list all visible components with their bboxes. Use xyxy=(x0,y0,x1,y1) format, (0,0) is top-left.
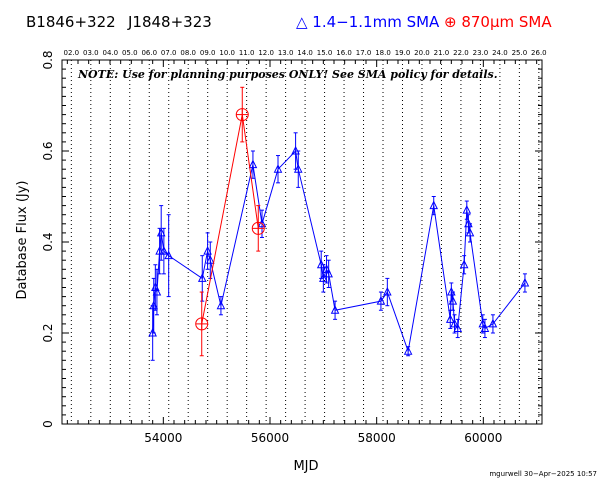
top-year-label: 16.0 xyxy=(336,49,352,57)
data-point xyxy=(453,323,463,332)
data-point xyxy=(216,300,226,310)
y-tick-label: 0 xyxy=(41,420,55,428)
data-point xyxy=(164,250,173,260)
footer-credit: mgurwell 30−Apr−2025 10:57 xyxy=(489,470,597,478)
series-line xyxy=(201,114,259,324)
top-year-label: 21.0 xyxy=(434,49,450,57)
data-point xyxy=(203,245,212,255)
data-point xyxy=(459,259,469,269)
year-grid xyxy=(70,60,540,424)
top-year-label: 25.0 xyxy=(512,49,528,57)
x-tick-label: 60000 xyxy=(464,431,502,445)
y-tick-label: 0.8 xyxy=(41,50,55,69)
data-point xyxy=(257,218,267,228)
data-point xyxy=(520,277,530,287)
data-point xyxy=(195,317,209,331)
data-point xyxy=(403,346,413,355)
top-year-label: 02.0 xyxy=(64,49,80,57)
data-point xyxy=(197,273,207,282)
top-year-label: 10.0 xyxy=(219,49,235,57)
top-year-label: 04.0 xyxy=(102,49,118,57)
series-line xyxy=(152,149,526,354)
data-point xyxy=(376,296,386,305)
x-tick-label: 56000 xyxy=(251,431,289,445)
data-point xyxy=(480,323,490,332)
data-point xyxy=(205,255,215,264)
data-point xyxy=(330,305,340,314)
top-year-label: 06.0 xyxy=(141,49,157,57)
data-point xyxy=(156,227,166,237)
axes: 02.0 03.0 04.0 05.0 06.0 07.0 08.0 09.0 10.0 11.0… xyxy=(41,49,547,445)
data-point xyxy=(319,273,328,282)
top-year-label: 09.0 xyxy=(200,49,216,57)
data-point xyxy=(152,286,162,296)
top-year-label: 22.0 xyxy=(453,49,469,57)
data-point xyxy=(488,318,498,328)
top-year-label: 19.0 xyxy=(395,49,411,57)
top-year-label: 15.0 xyxy=(317,49,333,57)
legend-red-series: ⊕ 870μm SMA xyxy=(444,13,552,31)
planning-note: NOTE: Use for planning purposes ONLY! Se… xyxy=(77,68,498,81)
data-point xyxy=(251,221,265,235)
top-year-label: 17.0 xyxy=(356,49,372,57)
data-point xyxy=(448,296,458,305)
top-year-label: 13.0 xyxy=(278,49,294,57)
y-tick-label: 0.2 xyxy=(41,323,55,342)
data-point xyxy=(383,286,392,296)
top-year-label: 26.0 xyxy=(531,49,547,57)
top-year-label: 23.0 xyxy=(473,49,489,57)
data-point xyxy=(429,200,439,210)
top-year-label: 03.0 xyxy=(83,49,99,57)
top-year-label: 18.0 xyxy=(375,49,391,57)
data-point xyxy=(273,164,283,173)
data-series xyxy=(148,86,530,361)
blue-series xyxy=(148,132,530,361)
y-axis-label: Database Flux (Jy) xyxy=(15,181,30,300)
data-point xyxy=(235,108,249,122)
red-series xyxy=(195,86,265,357)
data-point xyxy=(159,245,169,255)
data-point xyxy=(445,314,455,323)
data-point xyxy=(465,227,475,237)
data-point xyxy=(450,318,459,328)
top-year-label: 11.0 xyxy=(239,49,255,57)
top-year-label: 05.0 xyxy=(122,49,138,57)
data-point xyxy=(248,159,258,169)
x-tick-label: 54000 xyxy=(144,431,182,445)
data-point xyxy=(462,205,472,214)
data-point xyxy=(324,268,333,278)
legend-blue-series: △ 1.4−1.1mm SMA xyxy=(296,13,440,31)
y-tick-label: 0.4 xyxy=(41,232,55,251)
top-year-label: 12.0 xyxy=(258,49,274,57)
alt-source-name: J1848+323 xyxy=(128,13,212,31)
y-tick-label: 0.6 xyxy=(41,141,55,160)
x-tick-label: 58000 xyxy=(358,431,396,445)
source-name: B1846+322 xyxy=(26,13,116,31)
top-year-label: 08.0 xyxy=(180,49,196,57)
top-year-label: 07.0 xyxy=(161,49,177,57)
top-year-label: 24.0 xyxy=(492,49,508,57)
top-year-label: 14.0 xyxy=(297,49,313,57)
x-axis-label: MJD xyxy=(293,459,318,474)
data-point xyxy=(293,164,303,173)
top-year-label: 20.0 xyxy=(414,49,430,57)
